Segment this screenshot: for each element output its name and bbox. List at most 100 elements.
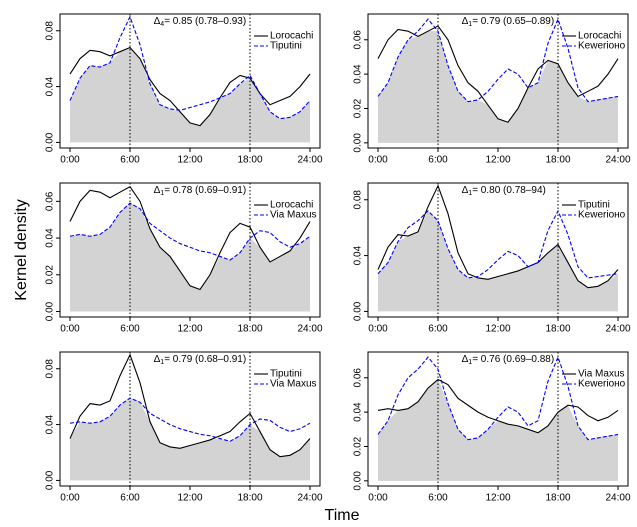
x-tick-label: 18:00 <box>545 155 570 166</box>
x-tick-label: 6:00 <box>428 155 448 166</box>
density-line <box>377 378 619 434</box>
annotation-subscript: 1 <box>160 359 164 366</box>
y-tick-label: 0.06 <box>45 191 56 211</box>
overlap-area <box>378 379 618 481</box>
legend-label: Tiputini <box>270 41 302 52</box>
density-line <box>377 209 619 279</box>
x-tick-label: 24:00 <box>297 324 322 335</box>
annotation: Δ1= 0.78 (0.69–0.91) <box>154 185 247 198</box>
x-tick-label: 0:00 <box>60 324 80 335</box>
annotation: Δ1= 0.80 (0.78–94) <box>462 185 546 198</box>
y-tick-label: 0.00 <box>45 301 56 321</box>
legend-label: Via Maxus <box>270 210 317 221</box>
legend-label: Tiputini <box>578 200 610 211</box>
y-tick-label: 0.08 <box>353 190 364 210</box>
x-tick-label: 18:00 <box>545 324 570 335</box>
x-tick-label: 0:00 <box>368 324 388 335</box>
y-tick-label: 0.04 <box>353 64 364 84</box>
y-tick-label: 0.04 <box>353 402 364 422</box>
density-line <box>377 184 619 289</box>
legend-label: Lorocachi <box>270 31 313 42</box>
y-tick-label: 0.02 <box>45 265 56 285</box>
x-tick-label: 12:00 <box>485 324 510 335</box>
x-tick-label: 24:00 <box>605 155 630 166</box>
annotation: Δ4= 0.85 (0.78–0.93) <box>154 16 247 29</box>
x-tick-label: 12:00 <box>177 493 202 504</box>
annotation-symbol: Δ <box>154 185 161 196</box>
x-tick-label: 6:00 <box>428 493 448 504</box>
x-tick-label: 18:00 <box>237 324 262 335</box>
annotation-subscript: 1 <box>468 21 472 28</box>
y-tick-label: 0.00 <box>353 471 364 491</box>
y-tick-label: 0.04 <box>45 76 56 96</box>
y-tick-label: 0.04 <box>45 414 56 434</box>
x-tick-label: 24:00 <box>297 155 322 166</box>
x-tick-label: 0:00 <box>60 155 80 166</box>
y-tick-label: 0.04 <box>45 228 56 248</box>
annotation-symbol: Δ <box>462 185 469 196</box>
annotation-subscript: 1 <box>468 190 472 197</box>
annotation-text: = 0.85 (0.78–0.93) <box>164 16 246 27</box>
annotation-subscript: 1 <box>468 359 472 366</box>
x-tick-label: 24:00 <box>297 493 322 504</box>
x-tick-label: 0:00 <box>60 493 80 504</box>
overlap-area <box>378 31 618 143</box>
density-line <box>377 355 619 441</box>
annotation-symbol: Δ <box>462 16 469 27</box>
density-line <box>377 17 619 103</box>
x-tick-label: 24:00 <box>605 324 630 335</box>
y-tick-label: 0.06 <box>353 368 364 388</box>
density-line <box>69 202 311 261</box>
x-tick-label: 6:00 <box>120 493 140 504</box>
y-tick-label: 0.08 <box>45 21 56 41</box>
legend-label: Kewerioно <box>578 210 626 221</box>
annotation-symbol: Δ <box>154 16 161 27</box>
legend-label: Via Maxus <box>578 369 625 380</box>
y-tick-label: 0.04 <box>353 245 364 265</box>
density-line <box>69 353 311 458</box>
y-axis-label: Kernel density <box>13 199 30 300</box>
annotation: Δ1= 0.79 (0.68–0.91) <box>154 354 247 367</box>
x-tick-label: 18:00 <box>237 155 262 166</box>
y-tick-label: 0.00 <box>45 470 56 490</box>
y-tick-label: 0.02 <box>353 98 364 118</box>
x-tick-label: 24:00 <box>605 493 630 504</box>
y-tick-label: 0.00 <box>353 301 364 321</box>
x-tick-label: 6:00 <box>428 324 448 335</box>
overlap-area <box>70 398 310 481</box>
density-line <box>69 15 311 120</box>
annotation-subscript: 4 <box>160 21 164 28</box>
y-tick-label: 0.08 <box>45 359 56 379</box>
annotation-symbol: Δ <box>462 354 469 365</box>
x-tick-label: 12:00 <box>177 324 202 335</box>
annotation-text: = 0.76 (0.69–0.88) <box>472 354 554 365</box>
density-line <box>69 397 311 442</box>
x-tick-label: 6:00 <box>120 324 140 335</box>
y-tick-label: 0.00 <box>353 133 364 153</box>
x-tick-label: 0:00 <box>368 155 388 166</box>
x-tick-label: 18:00 <box>545 493 570 504</box>
legend-label: Lorocachi <box>578 31 621 42</box>
annotation-text: = 0.78 (0.69–0.91) <box>164 185 246 196</box>
x-tick-label: 18:00 <box>237 493 262 504</box>
overlap-area <box>378 210 618 312</box>
x-axis-label: Time <box>325 507 360 524</box>
overlap-area <box>70 47 310 143</box>
overlap-area <box>70 203 310 312</box>
annotation-symbol: Δ <box>154 354 161 365</box>
annotation-subscript: 1 <box>160 190 164 197</box>
y-tick-label: 0.00 <box>45 132 56 152</box>
y-tick-label: 0.06 <box>353 30 364 50</box>
legend-label: Lorocachi <box>270 200 313 211</box>
y-tick-label: 0.02 <box>353 436 364 456</box>
x-tick-label: 6:00 <box>120 155 140 166</box>
legend-label: Via Maxus <box>270 379 317 390</box>
annotation-text: = 0.79 (0.65–0.89) <box>472 16 554 27</box>
